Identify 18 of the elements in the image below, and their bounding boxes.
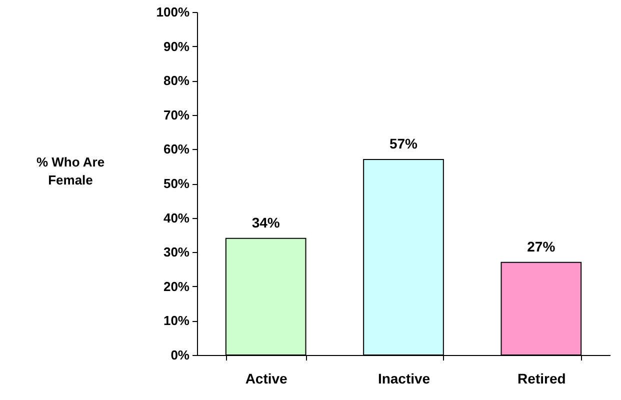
y-tick-label: 40%	[163, 210, 190, 226]
x-tick-label: Retired	[518, 370, 566, 386]
y-tick-label: 60%	[163, 142, 190, 157]
y-tick-label: 20%	[163, 278, 190, 294]
y-axis-title: % Who Are Female	[36, 154, 105, 188]
data-label: 27%	[527, 238, 556, 254]
y-tick-label: 10%	[163, 313, 190, 328]
x-tick-label: Active	[245, 370, 288, 386]
data-label: 57%	[389, 135, 418, 152]
y-tick-label: 0%	[170, 348, 190, 362]
y-tick-label: 80%	[163, 73, 190, 88]
y-tick-label: 70%	[163, 107, 190, 122]
y-tick-label: 50%	[163, 176, 190, 191]
data-label: 34%	[252, 214, 280, 230]
y-tick-label: 90%	[163, 38, 190, 54]
y-tick-label: 30%	[163, 244, 190, 260]
y-tick-label: 100%	[156, 4, 190, 20]
x-tick-label: Inactive	[378, 370, 430, 386]
